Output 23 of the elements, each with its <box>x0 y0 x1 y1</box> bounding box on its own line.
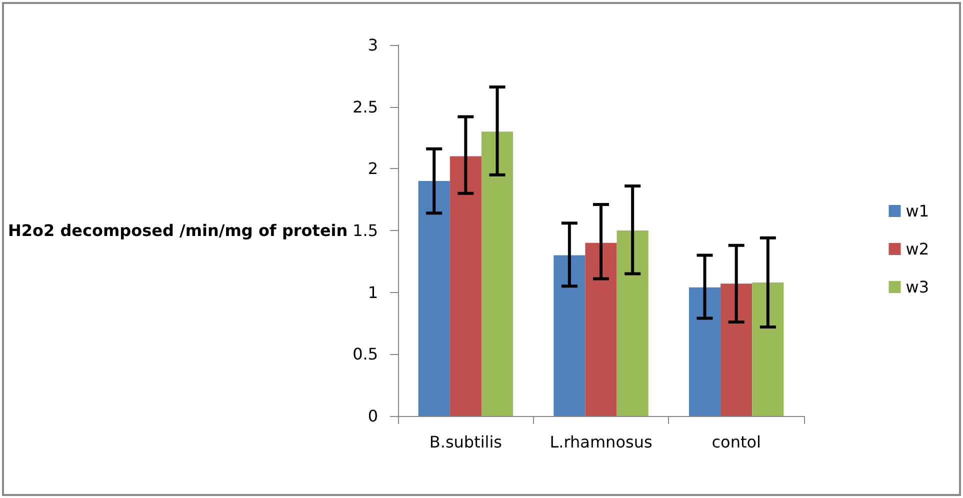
y-tick-label: 1.5 <box>352 221 378 240</box>
x-tick-label: contol <box>712 432 761 452</box>
bar <box>720 284 752 416</box>
bar <box>450 156 482 416</box>
y-axis-title: H2o2 decomposed /min/mg of protein <box>8 221 348 240</box>
x-tick-label: L.rhamnosus <box>550 432 652 452</box>
y-tick-label: 0 <box>368 406 378 426</box>
y-tick-label: 3 <box>368 36 378 54</box>
bar <box>752 282 784 416</box>
bar <box>616 230 648 416</box>
x-tick-label: B.subtilis <box>429 432 502 452</box>
legend-label: w3 <box>906 278 929 296</box>
bar <box>418 181 450 416</box>
bar <box>481 132 514 416</box>
y-tick-label: 2 <box>368 159 378 178</box>
bar <box>688 287 721 416</box>
y-tick-label: 1 <box>368 282 378 302</box>
bar <box>585 242 617 416</box>
bar <box>554 255 586 416</box>
legend-label: w2 <box>906 240 929 258</box>
y-tick-label: 2.5 <box>352 97 378 116</box>
y-tick-label: 0.5 <box>352 344 378 364</box>
legend-label: w1 <box>906 202 929 220</box>
